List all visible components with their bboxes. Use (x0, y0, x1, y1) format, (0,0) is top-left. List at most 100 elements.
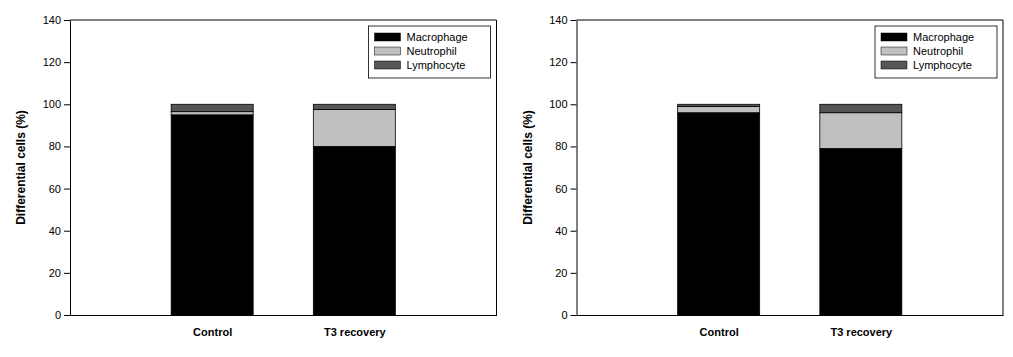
legend-label: Lymphocyte (913, 59, 972, 71)
tick-mark (571, 146, 577, 147)
legend-entry: Lymphocyte (375, 59, 466, 71)
tick-label: T3 recovery (830, 326, 893, 338)
tick: 40 (555, 225, 576, 237)
tick-label: 60 (555, 183, 567, 195)
bars (171, 104, 395, 315)
tick-mark (64, 231, 70, 232)
tick-label: 80 (555, 140, 567, 152)
tick-mark (64, 20, 70, 21)
tick-label: 20 (555, 267, 567, 279)
tick: Control (193, 315, 232, 338)
legend-box (369, 26, 491, 78)
legend-label: Macrophage (407, 31, 468, 43)
axis-title: Differential cells (%) (14, 110, 28, 225)
tick-label: 20 (49, 267, 61, 279)
tick-label: 60 (49, 183, 61, 195)
x-axis: Control T3 recovery (71, 315, 498, 338)
tick-label: 120 (549, 56, 567, 68)
tick: 80 (555, 140, 576, 152)
bar-segment (171, 112, 253, 115)
tick-mark (64, 146, 70, 147)
tick: T3 recovery (324, 315, 387, 338)
tick-label: Control (700, 326, 739, 338)
bar-segment (820, 104, 902, 112)
frame (70, 20, 497, 21)
tick: 60 (555, 183, 576, 195)
y-axis: 0 20 40 60 80 100 120 140 (43, 14, 71, 321)
tick-label: 0 (55, 309, 61, 321)
legend-swatch (881, 61, 907, 69)
frame (1003, 20, 1004, 315)
bar-segment (678, 113, 760, 315)
axis-line (70, 21, 71, 316)
tick: 0 (55, 309, 70, 321)
tick: 140 (549, 14, 576, 26)
tick-label: 120 (43, 56, 61, 68)
legend-entry: Lymphocyte (881, 59, 972, 71)
tick-label: Control (193, 326, 232, 338)
bars (678, 104, 902, 315)
tick-mark (571, 104, 577, 105)
tick: Control (700, 315, 739, 338)
tick-mark (571, 273, 577, 274)
tick-label: 100 (549, 98, 567, 110)
legend-label: Lymphocyte (407, 59, 466, 71)
tick-label: 80 (49, 140, 61, 152)
frame (577, 20, 1004, 21)
legend: Macrophage Neutrophil Lymphocyte (875, 26, 997, 78)
axis-title: Differential cells (%) (521, 110, 535, 225)
legend-swatch (375, 33, 401, 41)
tick: 80 (49, 140, 70, 152)
tick: 100 (549, 98, 576, 110)
bar-segment (820, 113, 902, 149)
legend-box (875, 26, 997, 78)
figure: 0 20 40 60 80 100 120 140 Control T3 recovery Diff… (0, 0, 1013, 357)
legend-swatch (375, 47, 401, 55)
tick-mark (571, 20, 577, 21)
tick-label: 140 (43, 14, 61, 26)
bar-segment (313, 104, 395, 109)
axis-line (577, 21, 578, 316)
bar-segment (171, 104, 253, 111)
tick-mark (64, 62, 70, 63)
axis-line (71, 315, 498, 316)
axis-line (577, 315, 1004, 316)
frame (496, 20, 497, 315)
bar-segment (171, 115, 253, 315)
tick-label: 100 (43, 98, 61, 110)
y-axis: 0 20 40 60 80 100 120 140 (549, 14, 577, 321)
bar-segment (313, 146, 395, 315)
tick: 120 (43, 56, 70, 68)
legend-entry: Macrophage (375, 31, 468, 43)
legend-entry: Neutrophil (375, 45, 457, 57)
tick-mark (571, 62, 577, 63)
tick-mark (571, 231, 577, 232)
bar-segment (678, 104, 760, 106)
x-axis: Control T3 recovery (577, 315, 1004, 338)
legend-label: Macrophage (913, 31, 974, 43)
legend-swatch (881, 47, 907, 55)
tick: 40 (49, 225, 70, 237)
bar-segment (820, 149, 902, 315)
tick: T3 recovery (830, 315, 893, 338)
tick-mark (64, 315, 70, 316)
legend-swatch (881, 33, 907, 41)
legend: Macrophage Neutrophil Lymphocyte (369, 26, 491, 78)
tick: 120 (549, 56, 576, 68)
tick: 100 (43, 98, 70, 110)
tick-mark (571, 189, 577, 190)
tick-label: 40 (555, 225, 567, 237)
tick-mark (571, 315, 577, 316)
tick-label: 140 (549, 14, 567, 26)
tick-label: T3 recovery (324, 326, 387, 338)
tick: 20 (555, 267, 576, 279)
tick-label: 40 (49, 225, 61, 237)
tick: 20 (49, 267, 70, 279)
tick-mark (64, 189, 70, 190)
tick-mark (64, 273, 70, 274)
legend-label: Neutrophil (913, 45, 963, 57)
legend-swatch (375, 61, 401, 69)
legend-entry: Macrophage (881, 31, 974, 43)
chart-panel: 0 20 40 60 80 100 120 140 Control T3 recovery Diff… (14, 14, 497, 338)
tick-label: 0 (561, 309, 567, 321)
